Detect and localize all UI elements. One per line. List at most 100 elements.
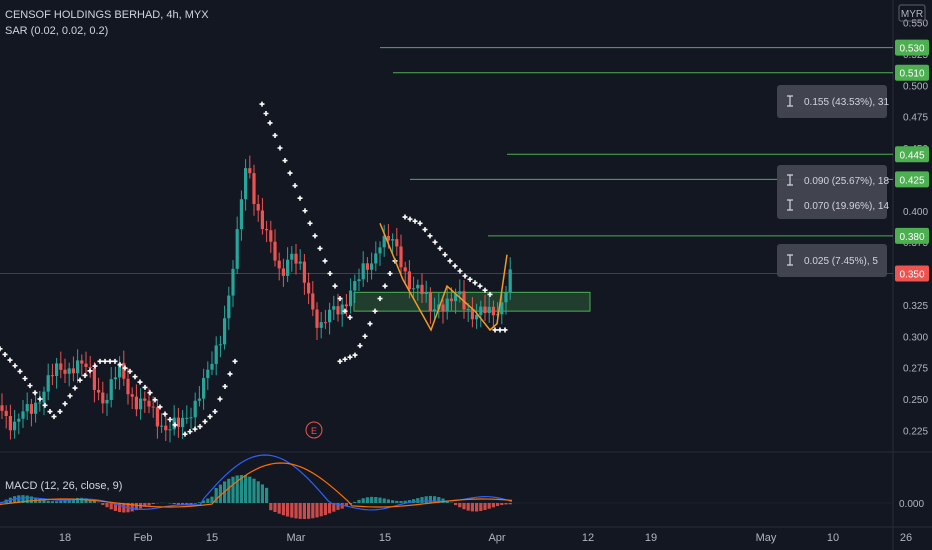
candle-body [202,378,206,399]
macd-histogram-bar [214,488,218,503]
macd-histogram-bar [193,503,197,504]
candle-body [122,362,126,379]
candle-body [143,398,147,401]
macd-histogram-bar [80,497,84,503]
candle-body [260,210,264,230]
candle-body [428,292,432,312]
macd-histogram-bar [395,500,399,503]
sar-dot [407,216,413,222]
sar-dot [367,321,373,327]
macd-histogram-bar [176,503,180,505]
measure-icon [787,95,793,107]
macd-histogram-bar [130,503,134,512]
candle-body [307,282,311,294]
sar-dot [227,371,233,377]
candle-body [248,168,252,174]
sar-dot [497,327,503,333]
macd-histogram-bar [134,503,138,511]
macd-histogram-bar [143,503,147,507]
level-price-label: 0.445 [899,150,924,161]
sar-dot [452,263,458,269]
candle-body [244,168,248,200]
candle-body [97,389,101,393]
candle-body [378,247,382,254]
candle-body [365,263,369,270]
macd-histogram-bar [466,503,470,511]
macd-histogram-bar [256,481,260,503]
macd-histogram-bar [38,498,42,503]
measure-box [777,165,887,219]
sar-dot [17,368,23,374]
candle-body [420,284,424,295]
candle-body [504,292,508,303]
candle-body [483,306,487,314]
sar-dot [27,383,33,389]
measure-icon [787,254,793,266]
macd-histogram-bar [231,476,235,503]
macd-histogram-bar [63,500,67,503]
sar-dot [202,419,208,425]
macd-histogram-bar [50,501,54,503]
sar-dot [487,291,493,297]
candle-body [92,368,96,390]
candle-body [294,253,298,264]
candle-body [63,369,67,374]
macd-histogram-bar [265,487,269,503]
candle-body [332,306,336,310]
macd-histogram-bar [403,500,407,503]
sar-dot [372,308,378,314]
macd-histogram-bar [336,503,340,510]
x-tick-label: Feb [134,532,153,544]
measure-icon [787,174,793,186]
macd-histogram-bar [189,503,193,505]
candle-body [340,304,344,315]
x-tick-label: 18 [59,532,71,544]
candle-body [508,269,512,293]
measure-label: 0.090 (25.67%), 18 [804,176,889,187]
sar-dot [282,158,288,164]
level-price-label: 0.530 [899,44,924,55]
candle-body [407,271,411,290]
sar-dot [217,396,223,402]
candle-body [80,360,84,364]
sar-dot [422,227,428,233]
sar-dot [342,308,348,314]
candle-body [454,294,458,302]
macd-histogram-bar [391,500,395,503]
macd-histogram-bar [172,503,176,504]
macd-histogram-bar [55,501,59,503]
candle-body [391,239,395,241]
sar-dot [312,233,318,239]
candle-body [210,363,214,370]
sar-dot [212,409,218,415]
candle-body [491,306,495,316]
sar-dot [377,296,383,302]
candle-body [265,229,269,231]
macd-histogram-bar [42,499,46,503]
macd-histogram-bar [454,503,458,506]
sar-dot [502,327,508,333]
y-tick-label: 0.300 [903,332,928,343]
level-price-badge [895,39,929,56]
sar-dot [87,368,93,374]
candle-body [403,267,407,272]
macd-histogram-bar [118,503,122,513]
macd-histogram-bar [462,503,466,510]
signal-line [0,462,513,508]
candle-body [59,363,63,370]
candle-body [386,235,390,241]
sar-dot [157,404,163,410]
candle-body [445,298,449,312]
macd-histogram-bar [416,498,420,503]
y-tick-label: 0.250 [903,395,928,406]
macd-histogram-bar [332,503,336,512]
sar-dot [287,170,293,176]
sar-dot [347,354,353,360]
macd-histogram-bar [294,503,298,519]
sar-dot [2,351,8,357]
macd-histogram-bar [365,497,369,503]
candle-body [441,304,445,312]
macd-histogram-bar [311,503,315,519]
macd-histogram-bar [210,496,214,503]
